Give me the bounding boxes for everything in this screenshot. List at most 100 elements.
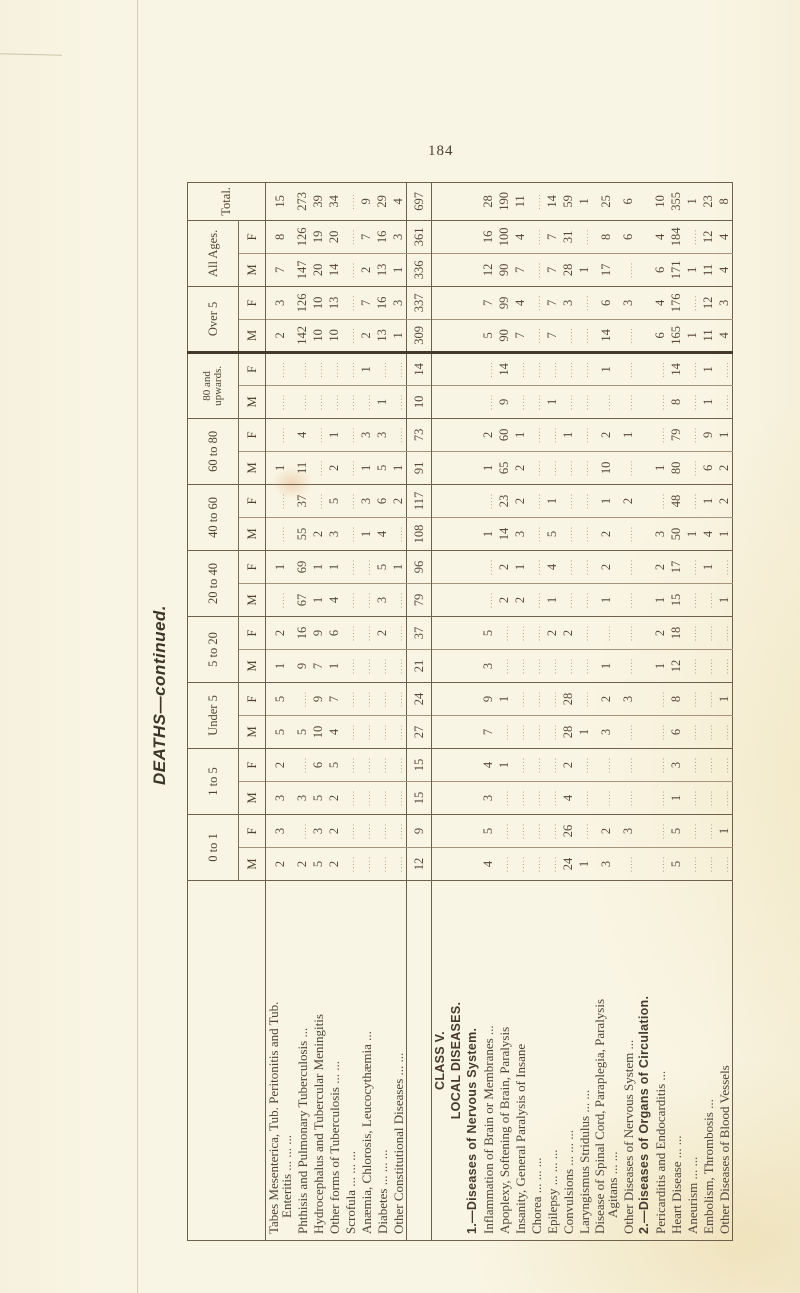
empty-cell: ..... bbox=[294, 814, 310, 848]
table-row: Other Diseases of Blood Vessels..... 1...… bbox=[716, 182, 733, 1241]
row-label: Tabes Mesenterica, Tub. Peritonitis and … bbox=[265, 880, 294, 1241]
page-title: DEATHS—continued. bbox=[150, 604, 169, 786]
empty-cell: ..... bbox=[620, 847, 636, 881]
data-cell: 2 bbox=[592, 814, 620, 848]
empty-cell bbox=[636, 814, 652, 848]
row-label: Convulsions ... ... ... bbox=[560, 880, 576, 1241]
empty-cell: ..... bbox=[560, 649, 576, 683]
row-label: Pericarditis and Endocarditis ... bbox=[652, 880, 668, 1241]
empty-cell bbox=[464, 484, 480, 518]
empty-cell: ..... bbox=[342, 682, 358, 716]
data-cell: 2 bbox=[358, 253, 374, 287]
data-cell: 1 bbox=[716, 814, 733, 848]
data-cell: 4 bbox=[716, 220, 733, 254]
data-cell: 1 bbox=[652, 649, 668, 683]
empty-cell: ..... bbox=[620, 715, 636, 749]
empty-cell bbox=[636, 253, 652, 287]
table-row: Other forms of Tuberculosis ... ... 2 2 2 5 4… bbox=[326, 182, 342, 1241]
data-cell: 100 bbox=[496, 220, 512, 254]
table-row: Disease of Spinal Cord, Paraplegia, Para… bbox=[592, 182, 620, 1241]
data-cell: 3 bbox=[620, 286, 636, 320]
empty-cell: ..... bbox=[528, 451, 544, 485]
row-label: Insanity, General Paralysis of Insane bbox=[512, 880, 528, 1241]
data-cell: 2 bbox=[560, 748, 576, 782]
data-cell: 1 bbox=[576, 253, 592, 287]
empty-cell: ..... bbox=[576, 385, 592, 419]
empty-cell: ..... bbox=[480, 550, 496, 584]
data-cell: 15 bbox=[406, 781, 432, 815]
empty-cell: ..... bbox=[310, 418, 326, 452]
data-cell: 2 bbox=[265, 616, 294, 650]
data-cell: 11 bbox=[512, 195, 527, 208]
empty-cell bbox=[636, 451, 652, 485]
sex-subheader-m: M bbox=[238, 517, 266, 551]
empty-cell bbox=[448, 220, 464, 254]
empty-cell: ..... bbox=[358, 550, 374, 584]
empty-cell bbox=[432, 182, 449, 220]
empty-cell: ..... bbox=[326, 352, 342, 386]
empty-cell: ..... bbox=[358, 781, 374, 815]
data-cell: 73 bbox=[406, 418, 432, 452]
data-cell: 55 bbox=[294, 517, 310, 551]
empty-cell: ..... bbox=[531, 193, 542, 210]
empty-cell: ..... bbox=[576, 649, 592, 683]
empty-cell: ..... bbox=[560, 385, 576, 419]
data-cell: 2 bbox=[496, 583, 512, 617]
empty-cell bbox=[431, 748, 448, 782]
empty-cell: ..... bbox=[700, 649, 716, 683]
data-cell: 1 bbox=[576, 847, 592, 881]
age-group-header: Over 5 bbox=[187, 286, 239, 353]
data-cell: 10 bbox=[652, 195, 667, 208]
data-cell: 3 bbox=[480, 781, 496, 815]
empty-cell: ..... bbox=[576, 418, 592, 452]
data-cell: 4 bbox=[512, 286, 528, 320]
empty-cell: ..... bbox=[528, 616, 544, 650]
data-cell: 1 bbox=[576, 715, 592, 749]
data-cell: 6 bbox=[310, 748, 326, 782]
data-cell: 3 bbox=[310, 814, 326, 848]
table-row: Insanity, General Paralysis of Insane...… bbox=[512, 182, 528, 1241]
data-cell: 31 bbox=[560, 220, 576, 254]
empty-cell: ..... bbox=[716, 715, 733, 749]
empty-cell bbox=[464, 814, 480, 848]
empty-cell: ..... bbox=[716, 616, 733, 650]
empty-cell: ..... bbox=[342, 484, 358, 518]
empty-cell bbox=[636, 385, 652, 419]
empty-cell: ..... bbox=[374, 748, 390, 782]
table-row: Anæmia, Chlorosis, Leucocythæmia .......… bbox=[358, 182, 374, 1241]
data-cell: 28 bbox=[560, 253, 576, 287]
empty-cell bbox=[448, 649, 464, 683]
empty-cell: ..... bbox=[310, 484, 326, 518]
table-row: Epilepsy ... ... .......................… bbox=[544, 182, 560, 1241]
empty-cell: ..... bbox=[294, 352, 310, 386]
data-cell: 3 bbox=[265, 286, 294, 320]
empty-cell bbox=[431, 286, 448, 320]
empty-cell: ..... bbox=[342, 385, 358, 419]
data-cell: 5 bbox=[326, 484, 342, 518]
data-cell: 1 bbox=[684, 319, 700, 353]
empty-cell bbox=[464, 715, 480, 749]
sex-subheader-m: M bbox=[238, 385, 266, 419]
empty-cell: ..... bbox=[576, 781, 592, 815]
sex-subheader-m: M bbox=[238, 781, 266, 815]
empty-cell: ..... bbox=[620, 748, 636, 782]
empty-cell bbox=[448, 286, 464, 320]
empty-cell: ..... bbox=[294, 748, 310, 782]
empty-cell bbox=[636, 748, 652, 782]
data-cell: 147 bbox=[294, 253, 310, 287]
empty-cell: ..... bbox=[684, 352, 700, 386]
data-cell: 1 bbox=[592, 484, 620, 518]
empty-cell: ..... bbox=[358, 385, 374, 419]
empty-cell: ..... bbox=[310, 451, 326, 485]
empty-cell: ..... bbox=[528, 748, 544, 782]
empty-cell bbox=[448, 319, 464, 353]
data-cell: 67 bbox=[294, 583, 310, 617]
empty-cell: ..... bbox=[358, 616, 374, 650]
table-row: Inflammation of Brain or Membranes ... 4 5… bbox=[480, 182, 496, 1241]
empty-cell bbox=[464, 781, 480, 815]
data-cell: 184 bbox=[668, 220, 684, 254]
empty-cell: ..... bbox=[265, 517, 294, 551]
empty-cell: ..... bbox=[512, 847, 528, 881]
data-cell: 18 bbox=[668, 616, 684, 650]
empty-cell bbox=[448, 352, 464, 386]
